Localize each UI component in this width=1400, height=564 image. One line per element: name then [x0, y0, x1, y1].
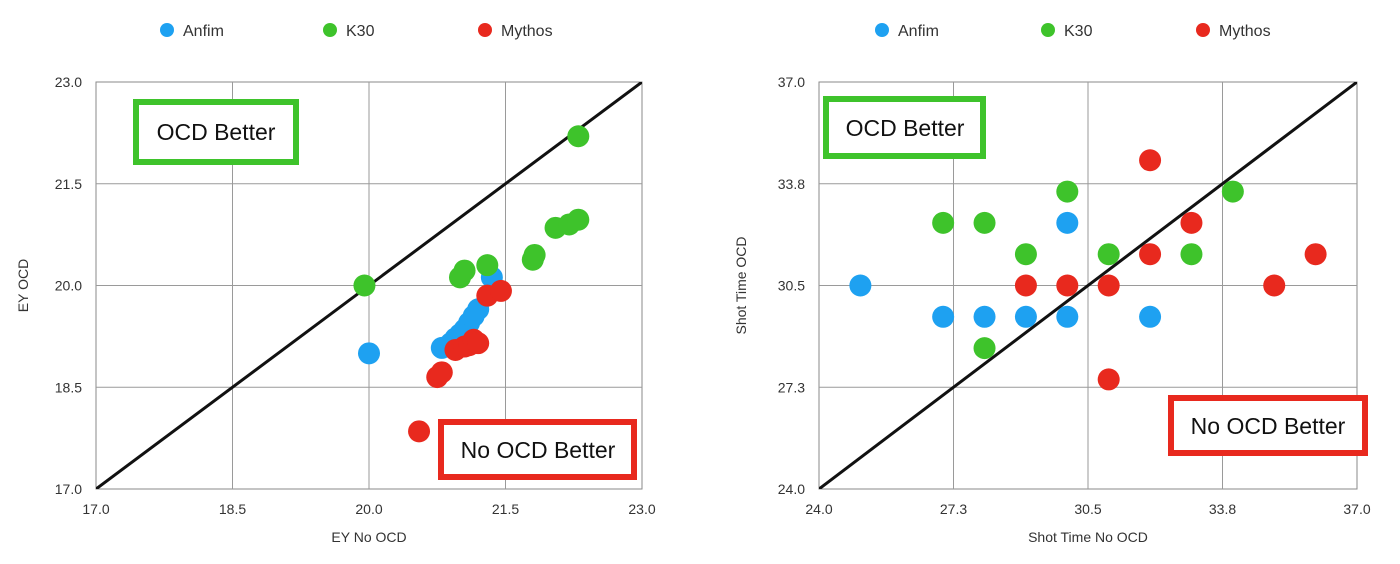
annotation-box	[133, 99, 299, 165]
x-tick-label: 33.8	[1209, 501, 1236, 517]
annotation-box	[438, 419, 637, 480]
legend-marker	[875, 23, 889, 37]
point-mythos	[1304, 243, 1327, 266]
annotation-text: No OCD Better	[1191, 413, 1346, 439]
point-anfim	[358, 342, 380, 365]
point-mythos	[1263, 274, 1286, 297]
x-axis-title: Shot Time No OCD	[1028, 529, 1148, 545]
x-tick-label: 27.3	[940, 501, 967, 517]
point-mythos	[408, 420, 431, 443]
scatter-chart-2: 24.0 27.3 30.5 33.8 37.0 24.0 27.3 30.5 33.8 37.0…	[733, 23, 1371, 545]
reference-line	[819, 82, 1357, 489]
point-mythos	[1097, 274, 1120, 297]
point-anfim	[1056, 211, 1079, 234]
y-tick-label: 37.0	[778, 74, 805, 90]
point-k30	[567, 208, 590, 231]
data-layer	[96, 82, 642, 489]
annotation-box	[823, 96, 986, 159]
y-tick-label: 33.8	[778, 176, 805, 192]
x-tick-label: 20.0	[355, 501, 382, 517]
y-tick-label: 30.5	[778, 278, 805, 294]
y-tick-label: 17.0	[55, 481, 82, 497]
point-mythos	[430, 361, 453, 384]
x-tick-label: 24.0	[805, 501, 832, 517]
annotation-text: OCD Better	[846, 115, 965, 141]
y-tick-label: 21.5	[55, 176, 82, 192]
point-k30	[353, 274, 376, 297]
legend-label: Anfim	[183, 23, 224, 40]
legend-label: Anfim	[898, 23, 939, 40]
point-anfim	[973, 305, 996, 328]
point-k30	[476, 254, 499, 277]
legend-marker	[478, 23, 492, 37]
point-mythos	[1139, 243, 1162, 266]
legend-label: Mythos	[1219, 23, 1271, 40]
annotation-text: No OCD Better	[461, 437, 616, 463]
y-tick-label: 18.5	[55, 379, 82, 395]
point-anfim	[849, 274, 872, 297]
point-mythos	[1014, 274, 1037, 297]
y-axis-title: EY OCD	[15, 259, 31, 312]
x-tick-label: 18.5	[219, 501, 246, 517]
legend-marker	[160, 23, 174, 37]
point-mythos	[1139, 149, 1162, 172]
point-k30	[1097, 243, 1120, 266]
point-k30	[1056, 180, 1079, 203]
x-tick-label: 30.5	[1074, 501, 1101, 517]
point-anfim	[932, 305, 955, 328]
y-tick-label: 27.3	[778, 379, 805, 395]
x-tick-label: 17.0	[82, 501, 109, 517]
legend-marker	[1041, 23, 1055, 37]
point-mythos	[1180, 211, 1203, 234]
point-k30	[973, 337, 996, 360]
scatter-chart-1: 17.0 18.5 20.0 21.5 23.0 17.0 18.5 20.0 21.5 23.0…	[15, 23, 656, 545]
point-k30	[1221, 180, 1244, 203]
point-k30	[1014, 243, 1037, 266]
point-k30	[973, 211, 996, 234]
point-mythos	[1097, 368, 1120, 391]
point-anfim	[1014, 305, 1037, 328]
data-layer	[819, 82, 1357, 489]
x-tick-label: 37.0	[1343, 501, 1370, 517]
annotation-text: OCD Better	[157, 119, 276, 145]
y-tick-label: 23.0	[55, 74, 82, 90]
point-k30	[567, 125, 590, 148]
x-tick-label: 23.0	[628, 501, 655, 517]
point-mythos	[489, 279, 512, 302]
legend-label: Mythos	[501, 23, 553, 40]
x-tick-label: 21.5	[492, 501, 519, 517]
x-axis-title: EY No OCD	[331, 529, 406, 545]
point-mythos	[1056, 274, 1079, 297]
point-k30	[1180, 243, 1203, 266]
annotation-box	[1168, 395, 1368, 456]
legend-marker	[1196, 23, 1210, 37]
legend-label: K30	[346, 23, 375, 40]
point-k30	[932, 211, 955, 234]
legend-label: K30	[1064, 23, 1093, 40]
point-mythos	[467, 332, 490, 355]
y-tick-label: 24.0	[778, 481, 805, 497]
point-anfim	[1139, 305, 1162, 328]
y-axis-title: Shot Time OCD	[733, 236, 749, 334]
point-k30	[453, 259, 476, 282]
point-anfim	[1056, 305, 1079, 328]
point-k30	[523, 243, 546, 266]
legend-marker	[323, 23, 337, 37]
y-tick-label: 20.0	[55, 278, 82, 294]
